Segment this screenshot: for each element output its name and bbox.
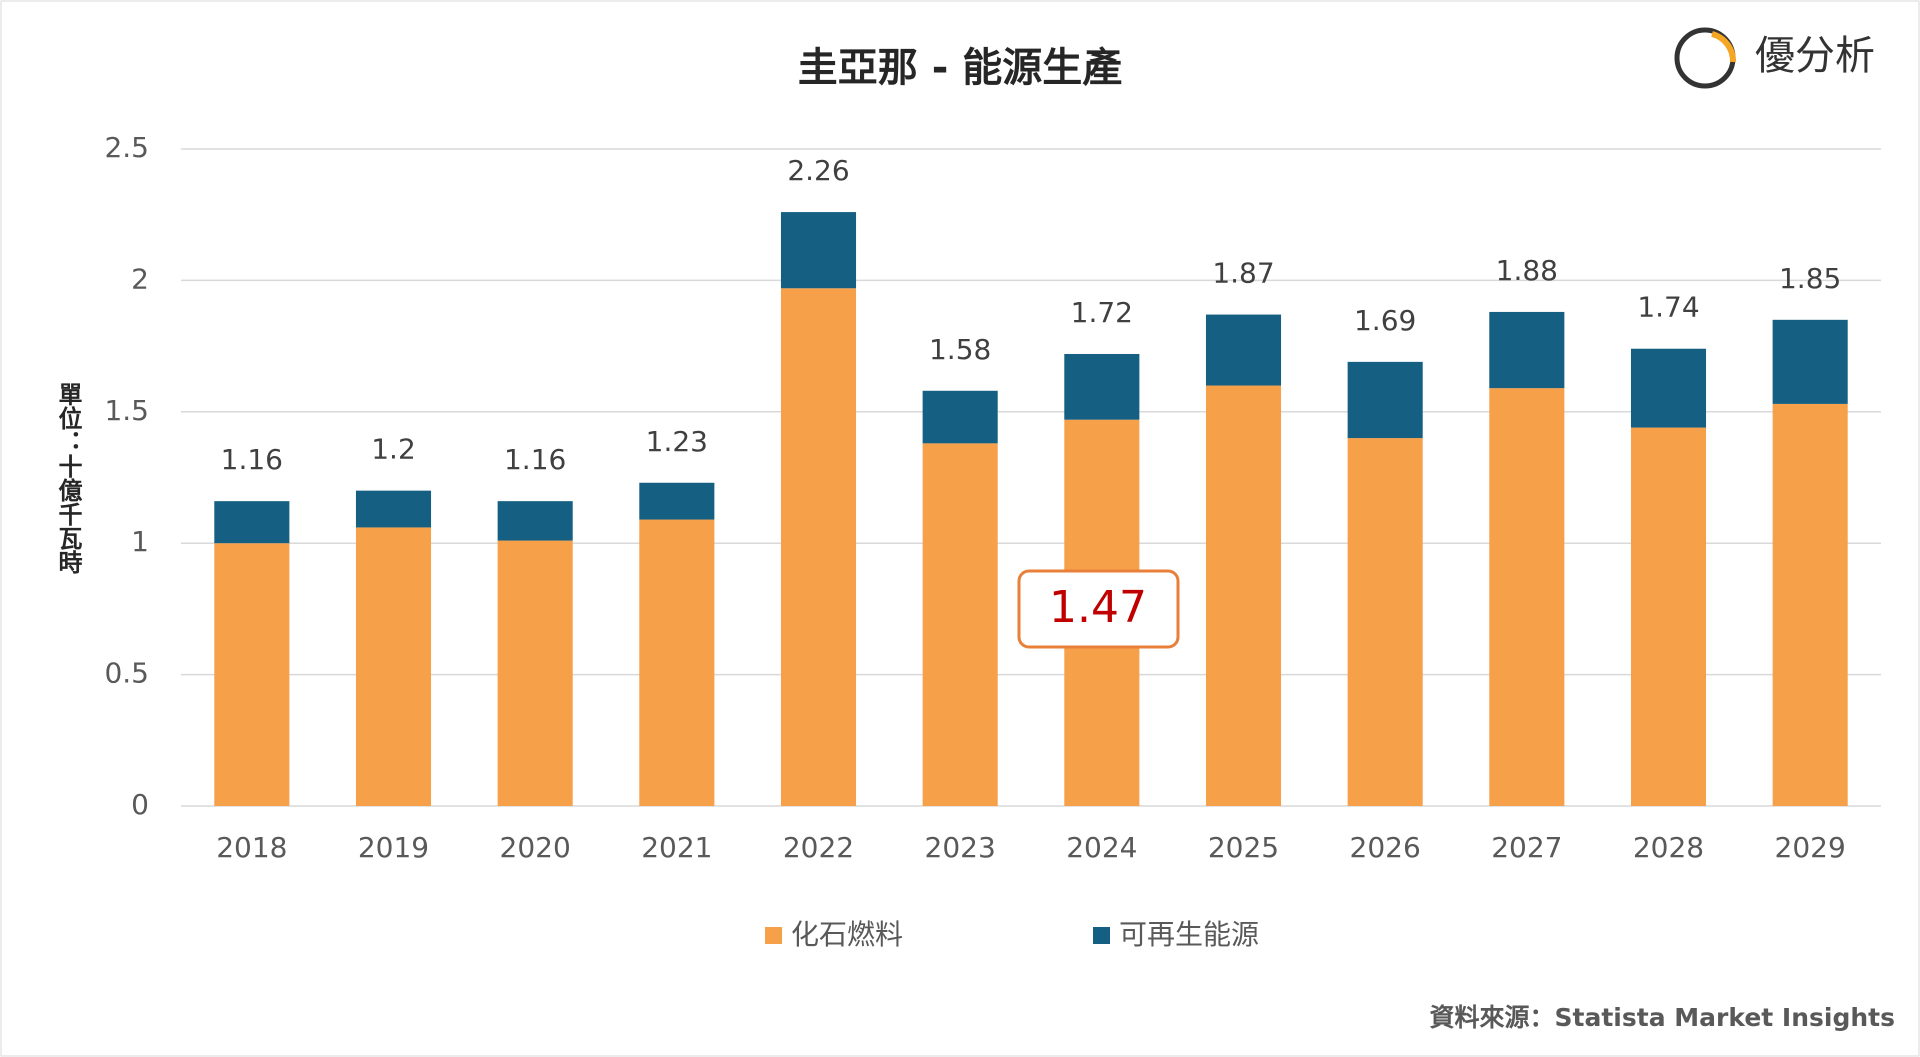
- total-label: 1.16: [221, 443, 283, 476]
- bar-segment: [780, 288, 857, 806]
- legend-label: 可再生能源: [1119, 918, 1259, 951]
- source: 資料來源：Statista Market Insights: [1430, 1003, 1895, 1032]
- x-tick-label: 2022: [783, 831, 854, 864]
- y-tick-label: 1: [131, 525, 149, 558]
- x-tick-label: 2020: [500, 831, 571, 864]
- bar-segment: [1489, 311, 1565, 389]
- x-tick-label: 2018: [216, 831, 287, 864]
- y-axis-label: 單位：十億千瓦時: [54, 382, 82, 575]
- bar-segment: [355, 527, 432, 806]
- bar-segment: [355, 490, 432, 528]
- total-label: 1.58: [929, 333, 991, 366]
- total-label: 1.16: [504, 443, 566, 476]
- bar-segment: [497, 540, 573, 806]
- legend-swatch: [765, 927, 782, 944]
- x-tick-label: 2029: [1775, 831, 1846, 864]
- x-tick-label: 2026: [1350, 831, 1421, 864]
- x-tick-label: 2025: [1208, 831, 1279, 864]
- bar-segment: [639, 482, 715, 520]
- total-label: 2.26: [787, 154, 849, 187]
- annotation: 1.47: [1049, 582, 1147, 633]
- total-label: 1.69: [1354, 304, 1416, 337]
- bar-segment: [1772, 319, 1848, 404]
- bar-segment: [1630, 348, 1707, 428]
- bar-segment: [214, 543, 290, 806]
- x-tick-label: 2021: [641, 831, 712, 864]
- bar-segment: [1205, 385, 1282, 806]
- total-label: 1.88: [1496, 254, 1558, 287]
- y-tick-label: 2: [131, 262, 149, 295]
- bar-segment: [1489, 388, 1565, 806]
- total-label: 1.72: [1071, 296, 1133, 329]
- logo-accent: [1711, 31, 1736, 63]
- bar-segment: [922, 443, 998, 806]
- bar-segment: [1064, 353, 1140, 420]
- bar-segment: [922, 390, 998, 444]
- chart-title: 圭亞那 - 能源生產: [798, 45, 1122, 91]
- bar-segment: [214, 501, 290, 544]
- total-label: 1.2: [371, 433, 416, 466]
- x-tick-label: 2019: [358, 831, 429, 864]
- bar-segment: [780, 212, 857, 289]
- annotation-box: [1017, 569, 1180, 649]
- bar-segment: [639, 519, 715, 806]
- bar-segment: [1347, 438, 1423, 806]
- bar-segment: [1772, 403, 1848, 806]
- logo-text: 優分析: [1755, 33, 1875, 79]
- bar-segment: [1630, 427, 1707, 806]
- total-label: 1.23: [646, 425, 708, 458]
- y-tick-label: 1.5: [104, 394, 149, 427]
- legend-swatch: [1093, 927, 1110, 944]
- y-tick-label: 0: [131, 788, 149, 821]
- y-tick-label: 2.5: [104, 131, 149, 164]
- x-tick-label: 2024: [1066, 831, 1137, 864]
- bar-segment: [1205, 314, 1282, 386]
- y-tick-label: 0.5: [104, 657, 149, 690]
- x-tick-label: 2027: [1491, 831, 1562, 864]
- logo: 優分析: [1674, 27, 1875, 89]
- bar-segment: [497, 501, 573, 541]
- x-tick-label: 2028: [1633, 831, 1704, 864]
- legend-label: 化石燃料: [791, 918, 903, 951]
- total-label: 1.87: [1212, 257, 1274, 290]
- total-label: 1.85: [1779, 262, 1841, 295]
- total-label: 1.74: [1637, 291, 1699, 324]
- bar-segment: [1347, 361, 1423, 439]
- x-tick-label: 2023: [925, 831, 996, 864]
